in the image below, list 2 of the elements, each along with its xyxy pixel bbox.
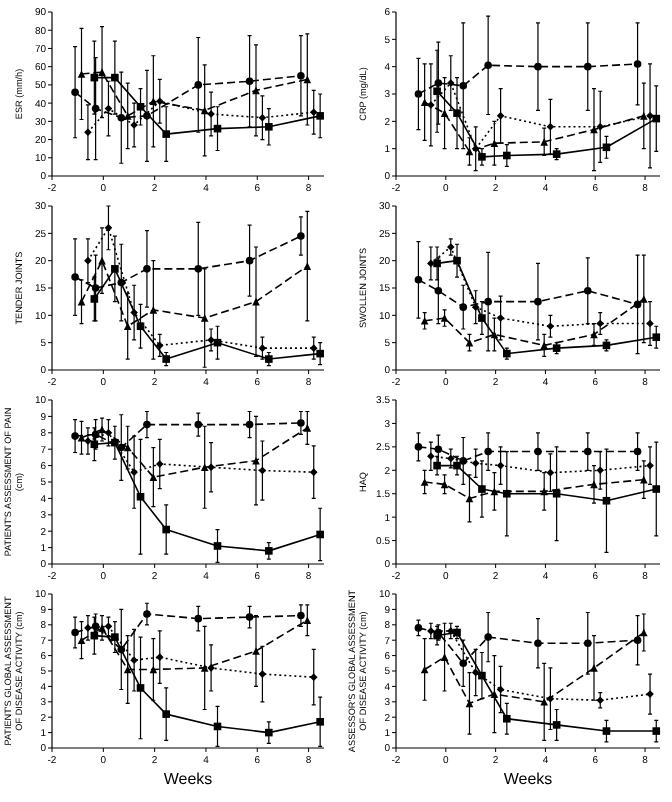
x-axis-title: Weeks	[503, 770, 553, 788]
x-axis-title: Weeks	[163, 770, 213, 788]
